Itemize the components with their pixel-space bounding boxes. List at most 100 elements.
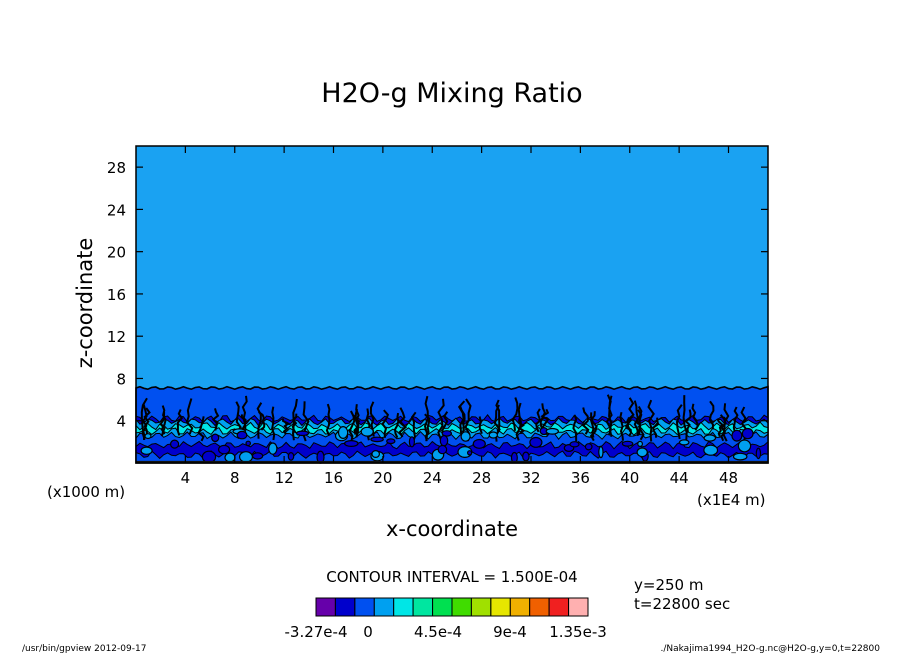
contour-cell	[637, 440, 643, 447]
x-tick-label: 36	[571, 469, 590, 487]
x-tick-label: 16	[324, 469, 343, 487]
contour-cell	[295, 430, 310, 437]
contour-cell	[529, 436, 543, 448]
x-tick-label: 28	[472, 469, 491, 487]
colorbar-label: 0	[363, 623, 373, 641]
x-tick-label: 4	[181, 469, 191, 487]
contour-line	[633, 400, 639, 436]
colorbar-swatch	[490, 597, 511, 617]
colorbar-swatch	[412, 597, 434, 617]
colorbar-label: -3.27e-4	[285, 623, 348, 641]
contour-line	[159, 411, 166, 437]
colorbar: -3.27e-4 0 4.5e-4 9e-4 1.35e-3	[285, 597, 607, 641]
contour-line	[355, 404, 360, 438]
contour-cell	[360, 426, 374, 437]
y-tick-label: 28	[107, 159, 126, 177]
contour-line	[652, 417, 660, 438]
y-tick-label: 24	[107, 201, 126, 219]
contour-cell	[621, 440, 634, 447]
contour-line	[682, 395, 688, 440]
contour-line	[393, 412, 400, 439]
x-tick-label: 24	[423, 469, 442, 487]
contour-cell	[598, 446, 604, 459]
contour-cell	[140, 446, 153, 455]
x-tick-label: 32	[521, 469, 540, 487]
x-tick-label: 8	[230, 469, 240, 487]
x-axis-label: x-coordinate	[386, 517, 518, 541]
contour-cell	[236, 430, 248, 440]
contour-line	[732, 406, 739, 433]
x-tick-label: 40	[620, 469, 639, 487]
contour-cell	[239, 451, 254, 463]
contour-line	[281, 418, 291, 435]
contour-line	[211, 408, 220, 431]
contour-line	[581, 407, 590, 435]
contour-cell	[251, 452, 264, 460]
contour-line	[511, 397, 519, 431]
plot-area	[135, 145, 769, 464]
contour-cell	[741, 427, 754, 440]
contour-cell	[467, 450, 473, 456]
colorbar-swatch	[451, 597, 472, 617]
contour-line	[589, 412, 598, 442]
colorbar-swatch	[315, 597, 336, 617]
colorbar-swatch	[529, 597, 550, 617]
contour-cell	[737, 439, 752, 453]
contour-line	[535, 408, 542, 433]
contour-cell	[343, 440, 359, 448]
x-tick-label: 44	[670, 469, 689, 487]
contour-cell	[218, 444, 231, 455]
contour-line	[176, 409, 184, 436]
contour-line	[398, 407, 408, 438]
contour-line	[240, 414, 247, 432]
contour-cell	[678, 439, 690, 446]
contour-line	[517, 417, 526, 434]
colorbar-swatch	[354, 597, 375, 617]
contour-cell	[268, 442, 278, 455]
contour-cell	[370, 436, 384, 443]
contour-line	[691, 403, 700, 431]
contour-cell	[439, 434, 449, 447]
contour-line	[160, 405, 167, 435]
contour-line	[256, 402, 263, 439]
contour-line	[185, 398, 194, 435]
colorbar-swatch	[393, 597, 414, 617]
contour-cell	[522, 451, 530, 462]
contour-cell	[441, 430, 452, 437]
info-y: y=250 m	[634, 576, 703, 594]
contour-line	[675, 404, 683, 440]
contour-line	[271, 406, 276, 441]
contour-line	[381, 409, 390, 438]
contour-line	[410, 411, 417, 442]
contour-line	[478, 416, 483, 435]
contour-line	[572, 414, 578, 442]
contour-cell	[703, 444, 719, 456]
contour-cell	[584, 443, 593, 451]
colorbar-swatch	[548, 597, 569, 617]
contour-cell	[144, 433, 152, 440]
contour-line	[589, 411, 596, 438]
contour-cell	[224, 452, 236, 463]
contour-line	[325, 403, 331, 436]
contour-line	[719, 414, 727, 442]
y-tick-label: 8	[116, 370, 126, 388]
y-unit-label: (x1000 m)	[47, 483, 125, 501]
contour-cell	[337, 426, 349, 440]
contour-line	[353, 408, 360, 435]
contour-line	[495, 399, 501, 432]
y-axis-label: z-coordinate	[73, 238, 97, 369]
contour-line	[291, 413, 298, 434]
plot-frame	[135, 145, 769, 464]
contour-line	[423, 395, 429, 442]
contour-cell	[545, 427, 560, 435]
contour-cell	[408, 436, 415, 448]
colorbar-swatch	[568, 597, 589, 617]
contour-line	[708, 400, 715, 430]
contour-cell	[731, 429, 743, 442]
colorbar-swatch	[432, 597, 453, 617]
x-tick-label: 48	[719, 469, 738, 487]
footer-right: ./Nakajima1994_H2O-g.nc@H2O-g,y=0,t=2280…	[660, 644, 880, 654]
contour-cell	[460, 431, 471, 442]
contour-line	[619, 411, 624, 441]
